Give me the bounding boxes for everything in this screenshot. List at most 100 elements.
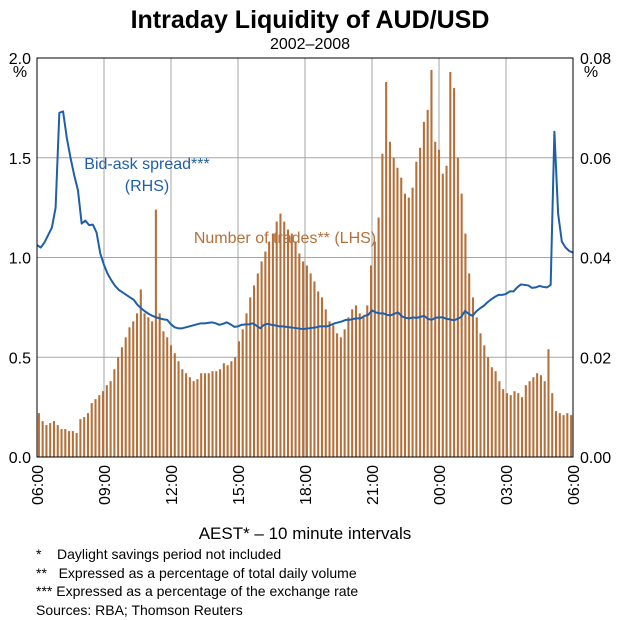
bar-trades [347,317,350,457]
bar-trades [305,265,308,457]
bar-trades [392,157,395,457]
bar-trades [415,161,418,458]
bar-trades [464,233,467,457]
bar-trades [226,365,229,457]
bar-trades [37,413,40,457]
bar-trades [339,337,342,457]
bar-trades [471,297,475,457]
bar-trades [275,221,278,457]
bar-trades [483,345,486,457]
y-axis-label-left: % [13,64,27,81]
bar-trades [505,393,508,457]
bar-trades [271,233,274,457]
x-tick-label: 09:00 [97,465,114,505]
bar-trades [532,377,535,457]
bar-trades [200,373,203,457]
bar-trades [460,193,463,457]
bar-trades [336,333,339,457]
bar-trades [562,415,565,457]
bar-trades [324,309,327,457]
bar-trades [203,373,207,457]
bar-trades [377,217,380,457]
bar-trades [343,329,346,457]
bar-trades [362,317,365,457]
bar-trades [385,81,388,457]
bar-trades [502,389,505,457]
bar-trades [498,381,501,457]
bar-trades [332,325,335,457]
bar-trades [177,361,180,457]
bar-trades [45,425,48,457]
x-tick-label: 06:00 [566,465,583,505]
bar-trades [79,419,82,457]
bar-trades [366,305,369,457]
bar-trades [494,371,497,457]
bar-trades [98,395,101,457]
bar-trades [41,421,44,457]
bar-trades [245,313,248,457]
bar-trades [551,393,554,457]
annotation-number-of-trades: Number of trades** (LHS) [194,230,376,247]
y-tick-label-right: 0.06 [580,151,611,168]
bar-trades [128,327,131,457]
bar-trades [249,297,252,457]
bar-trades [151,321,154,457]
bar-trades [388,141,391,458]
bar-trades [90,403,93,457]
bar-trades [543,381,546,457]
bar-trades [124,337,127,457]
bar-trades [234,357,237,457]
y-tick-label-left: 1.0 [9,251,31,268]
bar-trades [419,147,422,457]
bar-trades [132,321,135,457]
tick-layer: 0.0 0.00 0.5 0.02 1.0 0.04 1.5 0.06 2.0 0.08 06:00… [9,51,611,505]
bar-trades [536,373,539,457]
bar-trades [260,261,263,457]
bar-trades [253,285,256,457]
bar-trades [445,165,448,458]
bar-trades [370,265,373,457]
bar-trades [354,305,357,457]
bar-trades [358,313,361,457]
bar-trades [75,433,78,457]
bar-trades [68,431,71,457]
y-tick-label-left: 0.0 [9,450,31,467]
bar-trades [268,241,271,457]
bar-trades [192,381,195,457]
y-tick-label-right: 0.00 [580,450,611,467]
bar-trades [52,421,56,457]
bar-trades [143,313,146,457]
bar-trades [60,429,63,457]
bar-trades [196,379,199,457]
bar-trades [279,213,282,457]
x-tick-label: 12:00 [164,465,181,505]
x-tick-label: 18:00 [298,465,315,505]
bar-trades [211,371,214,457]
bar-trades [105,385,108,457]
y-tick-label-right: 0.02 [580,350,611,367]
bar-trades [554,411,558,457]
x-tick-label: 15:00 [231,465,248,505]
bar-trades [139,289,142,457]
bar-trades [437,149,441,457]
bar-trades [102,391,105,457]
bar-trades [86,413,89,457]
bar-trades [298,253,301,457]
bar-trades [237,341,240,457]
bar-trades [169,345,173,457]
bar-trades [479,333,482,457]
bar-trades [317,291,320,457]
bar-trades [430,69,433,457]
y-tick-label-left: 1.5 [9,151,31,168]
bar-series [37,69,573,458]
y-axis-label-right: % [584,64,598,81]
bar-trades [373,241,376,457]
bar-trades [207,373,210,457]
bar-trades [264,251,267,457]
bar-trades [154,209,157,457]
bar-trades [135,313,139,457]
annotation-rhs: (RHS) [125,178,169,195]
chart-subtitle: 2002–2008 [269,36,351,53]
bar-trades [117,357,120,457]
